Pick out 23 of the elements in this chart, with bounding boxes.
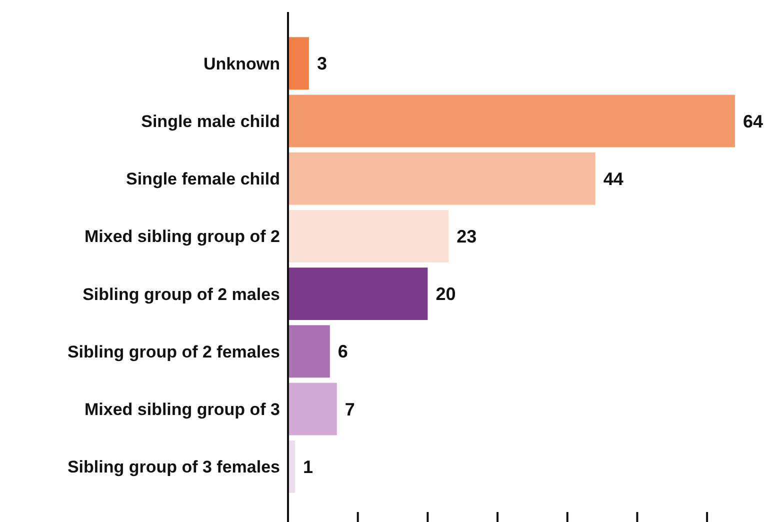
data-label: 7	[344, 399, 355, 420]
bar	[288, 152, 596, 205]
y-tick-label: Sibling group of 2 females	[67, 342, 280, 362]
data-label: 3	[316, 54, 327, 74]
bar	[288, 210, 449, 262]
bar	[288, 325, 330, 378]
bar	[288, 37, 309, 90]
y-tick-label: Sibling group of 2 males	[82, 284, 280, 304]
y-tick-label: Single female child	[126, 170, 280, 189]
data-label: 23	[456, 226, 477, 246]
y-tick-label: Unknown	[204, 54, 280, 74]
y-tick-label: Mixed sibling group of 2	[84, 227, 280, 246]
data-label: 44	[603, 168, 624, 189]
data-label: 64	[743, 111, 764, 132]
data-label: 6	[338, 342, 348, 362]
data-label: 20	[436, 284, 456, 304]
y-tick-label: Mixed sibling group of 3	[84, 400, 280, 419]
bar	[288, 268, 428, 320]
bar	[288, 94, 735, 148]
y-tick-label: Single male child	[141, 112, 280, 131]
y-tick-label: Sibling group of 3 females	[67, 458, 280, 477]
data-label: 1	[302, 456, 313, 477]
bar	[288, 382, 337, 436]
